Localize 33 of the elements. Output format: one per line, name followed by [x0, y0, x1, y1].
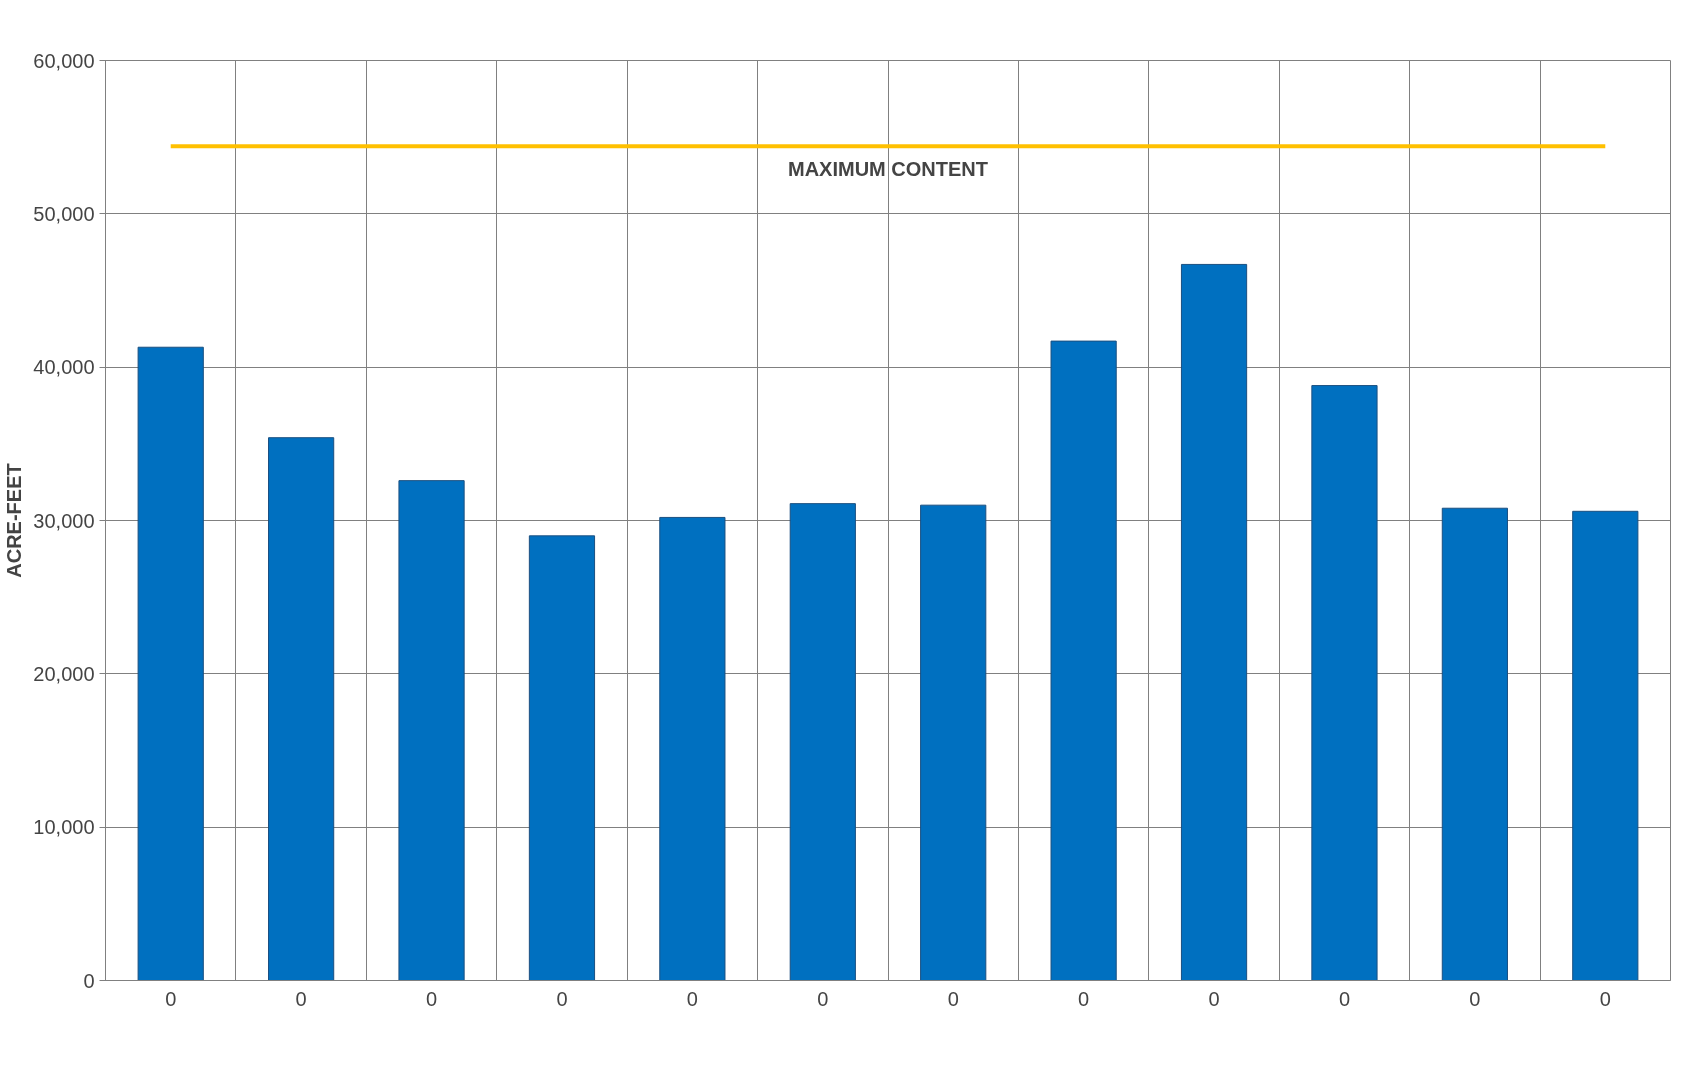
bar: [1572, 510, 1639, 981]
x-tick-label: 0: [686, 987, 698, 1010]
x-tick-label: 0: [1208, 987, 1220, 1010]
y-tick-label: 20,000: [33, 662, 95, 685]
bar: [659, 516, 726, 981]
bar: [1311, 385, 1378, 981]
x-tick-label: 0: [425, 987, 438, 1010]
x-tick-label: 0: [947, 987, 959, 1010]
bar: [268, 437, 335, 981]
bar: [398, 480, 465, 981]
y-axis-title: ACRE-FEET: [3, 463, 26, 578]
bar: [1441, 507, 1508, 981]
x-tick-label: 0: [1469, 987, 1481, 1010]
y-tick-label: 40,000: [33, 356, 95, 379]
bar: [137, 346, 204, 981]
y-tick-label: 10,000: [33, 816, 95, 839]
x-tick-label: 0: [1338, 987, 1351, 1010]
bar: [528, 535, 596, 981]
x-tick-label: 0: [817, 987, 829, 1010]
ref-line-label: MAXIMUM CONTENT: [788, 158, 988, 181]
x-tick-label: 0: [556, 987, 568, 1010]
y-tick-label: 30,000: [33, 509, 95, 532]
bar: [1050, 340, 1117, 981]
y-tick-label: 50,000: [33, 202, 95, 225]
bar: [920, 504, 987, 981]
y-tick-label: 60,000: [33, 49, 95, 72]
x-tick-label: 0: [1078, 987, 1090, 1010]
x-tick-label: 0: [1599, 987, 1611, 1010]
bar: [789, 503, 856, 981]
bar: [1180, 263, 1248, 981]
y-tick-label: 0: [83, 969, 95, 992]
x-tick-label: 0: [165, 987, 177, 1010]
x-tick-label: 0: [295, 987, 307, 1010]
